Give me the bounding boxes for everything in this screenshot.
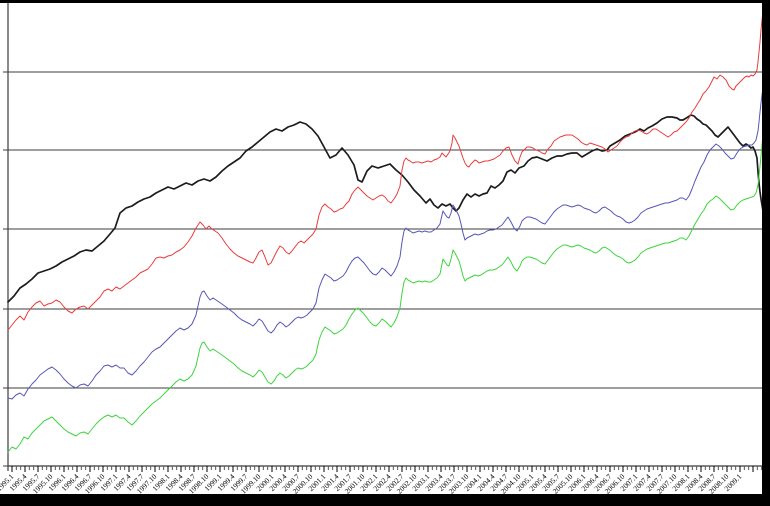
bottom-border-bar bbox=[0, 494, 770, 506]
series-red-line bbox=[7, 11, 764, 331]
series-blue-line bbox=[7, 87, 764, 400]
series-black-line bbox=[7, 114, 764, 303]
top-border-bar bbox=[0, 0, 770, 3]
right-border-bar bbox=[762, 0, 770, 506]
series-green-line bbox=[7, 133, 764, 453]
